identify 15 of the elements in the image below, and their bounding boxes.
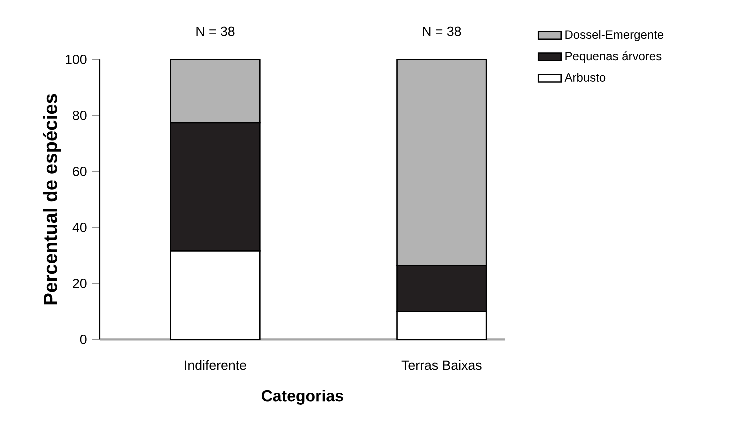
x-tick-label: Indiferente [185,360,246,370]
y-tick-label: 100 [66,54,87,64]
text: N = 38 [423,26,462,36]
y-axis-title: Percentual de espécies [43,94,62,305]
y-tick-label: 0 [80,334,87,344]
text: N = 38 [196,26,235,36]
legend-label: Pequenas árvores [566,52,662,63]
x-axis-title: Categorias [262,390,344,405]
legend-label: Dossel-Emergente [566,30,664,42]
y-tick-label: 40 [72,222,87,232]
legend-label: Arbusto [564,73,606,82]
y-tick-label: 20 [73,278,87,288]
x-tick-label: Terras Baixas [402,360,482,370]
y-tick-label: 80 [73,110,87,120]
y-tick-label: 60 [73,166,87,176]
